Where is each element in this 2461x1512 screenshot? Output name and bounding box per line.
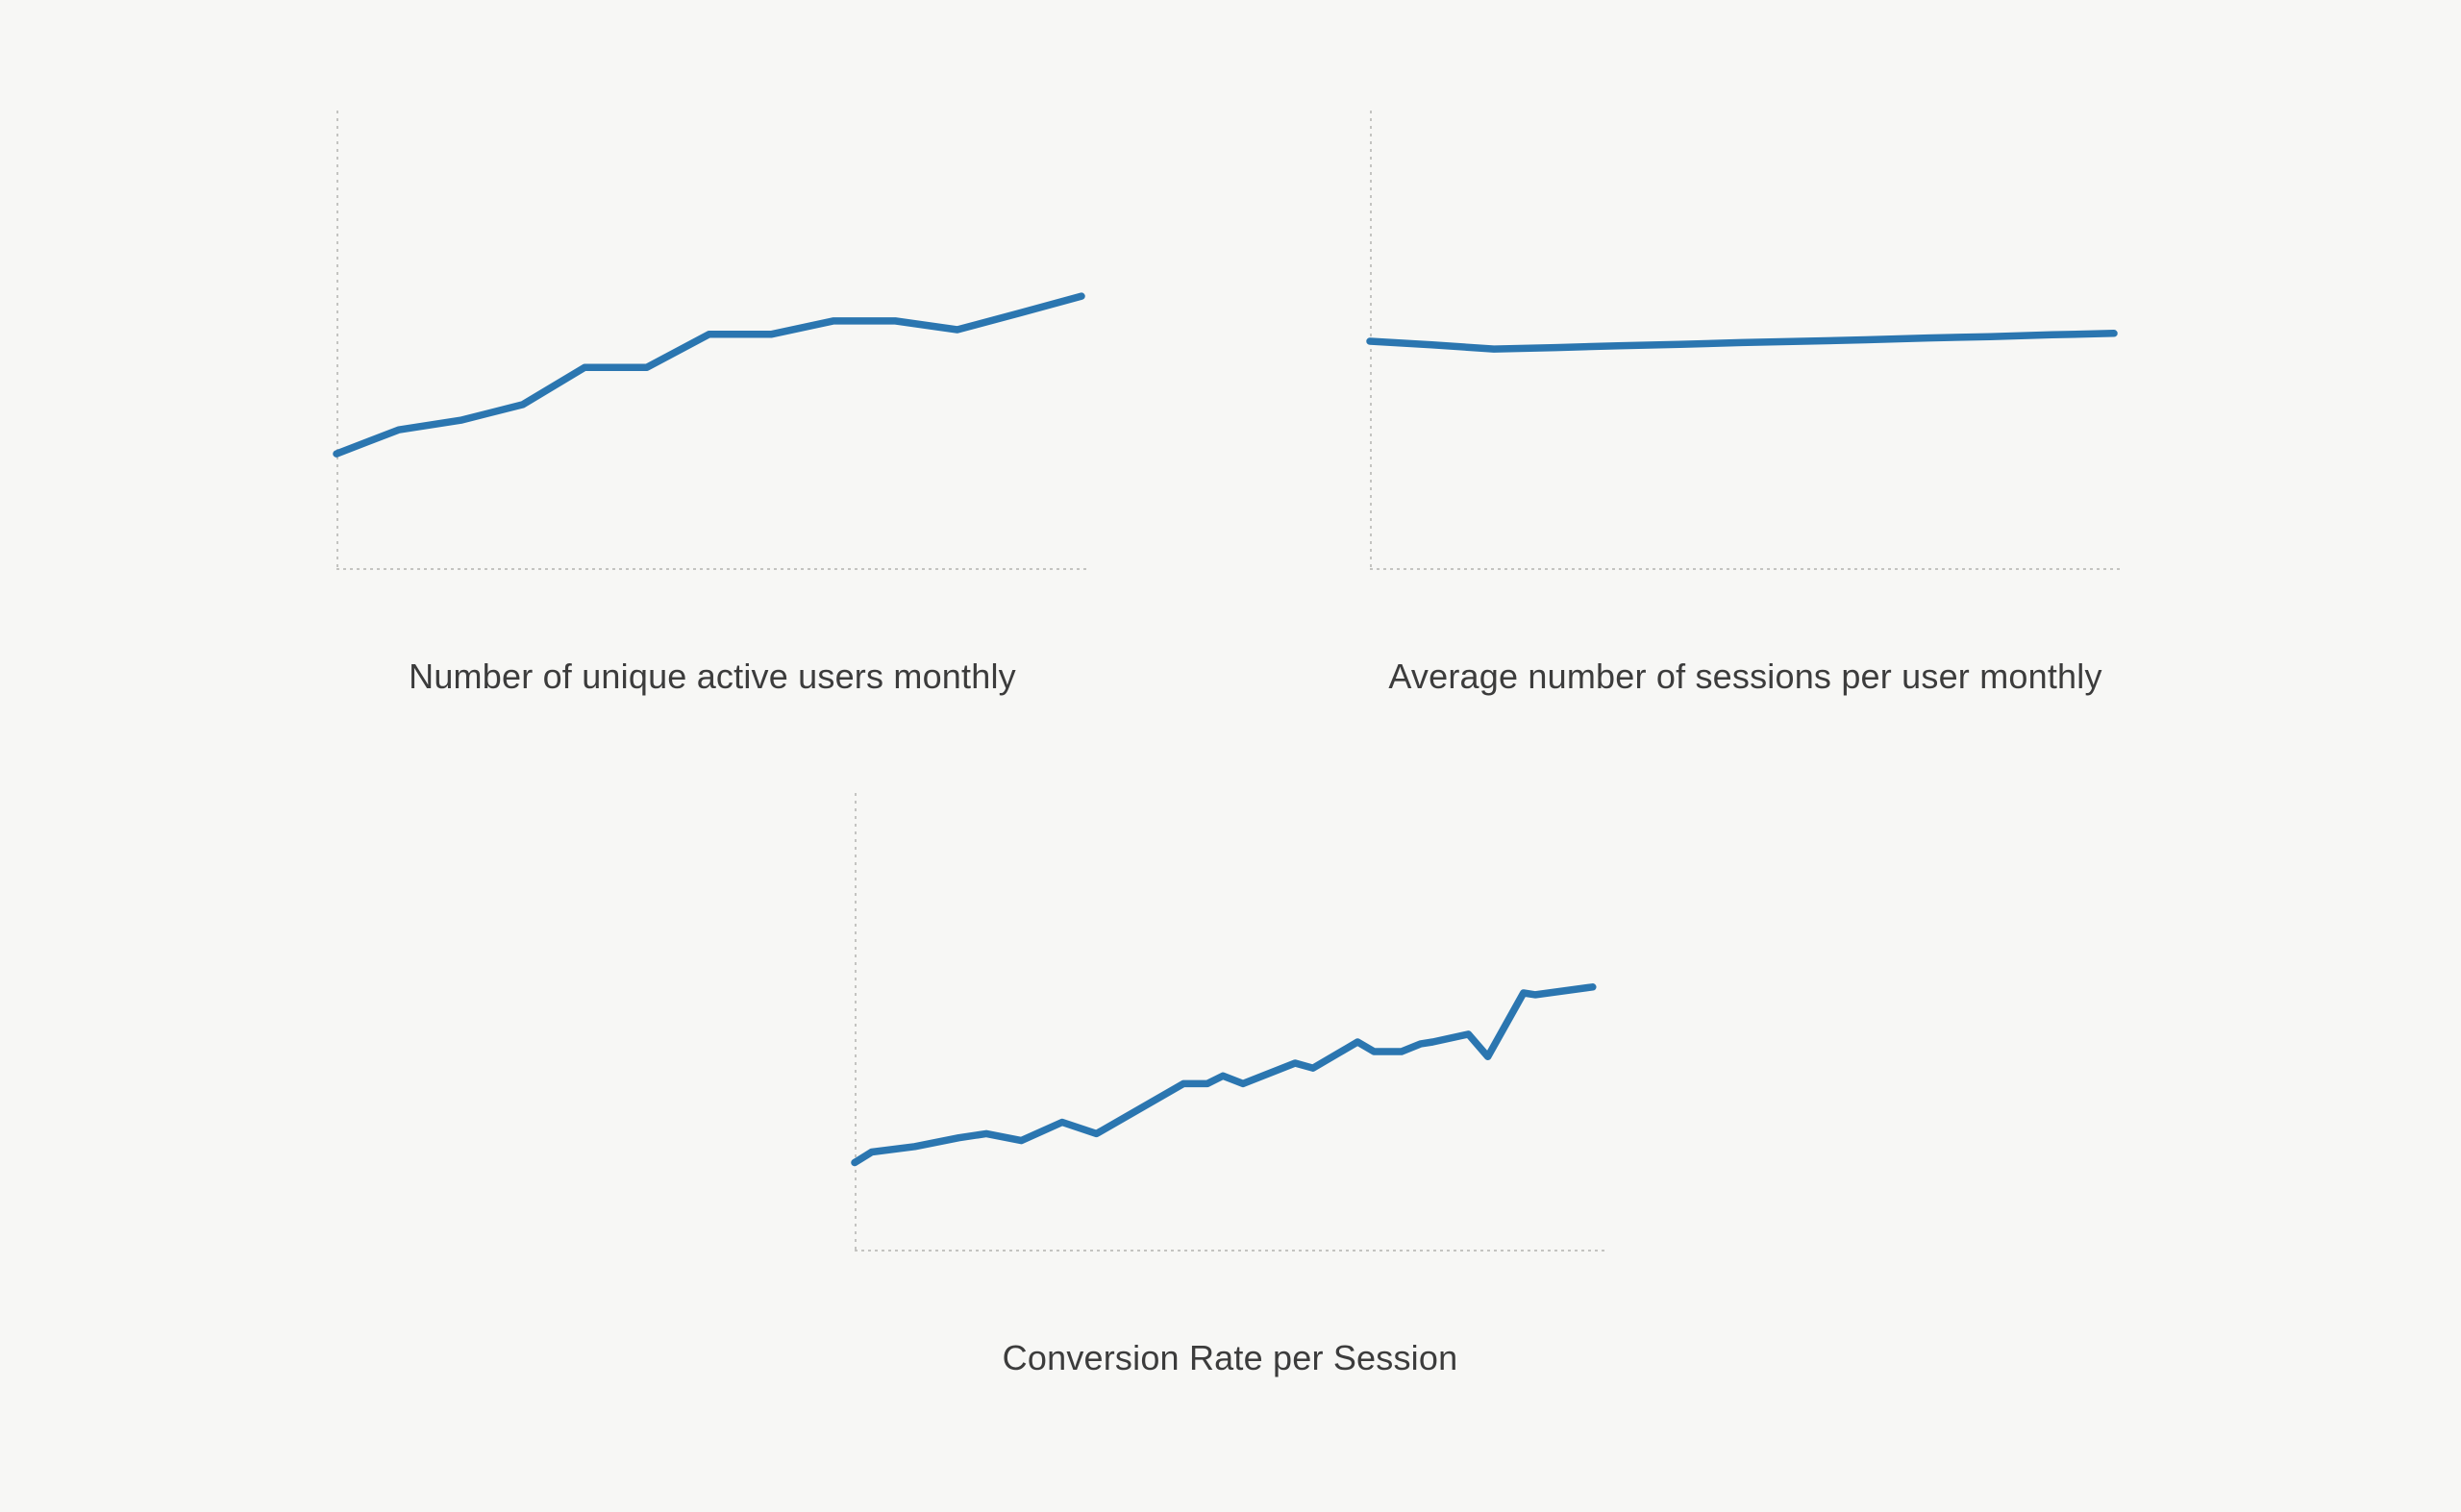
sessions-per-user-plot-area [1366,111,2121,570]
conversion-rate-plot-area [851,793,1605,1252]
data-line [333,292,1085,458]
unique-active-users-plot-area [333,111,1088,570]
chart-title-sessions-per-user: Average number of sessions per user mont… [1388,657,2102,696]
chart-title-unique-active-users: Number of unique active users monthly [409,657,1016,696]
chart-title-conversion-rate: Conversion Rate per Session [1002,1338,1458,1377]
data-line [1366,330,2118,353]
data-line [851,983,1597,1167]
